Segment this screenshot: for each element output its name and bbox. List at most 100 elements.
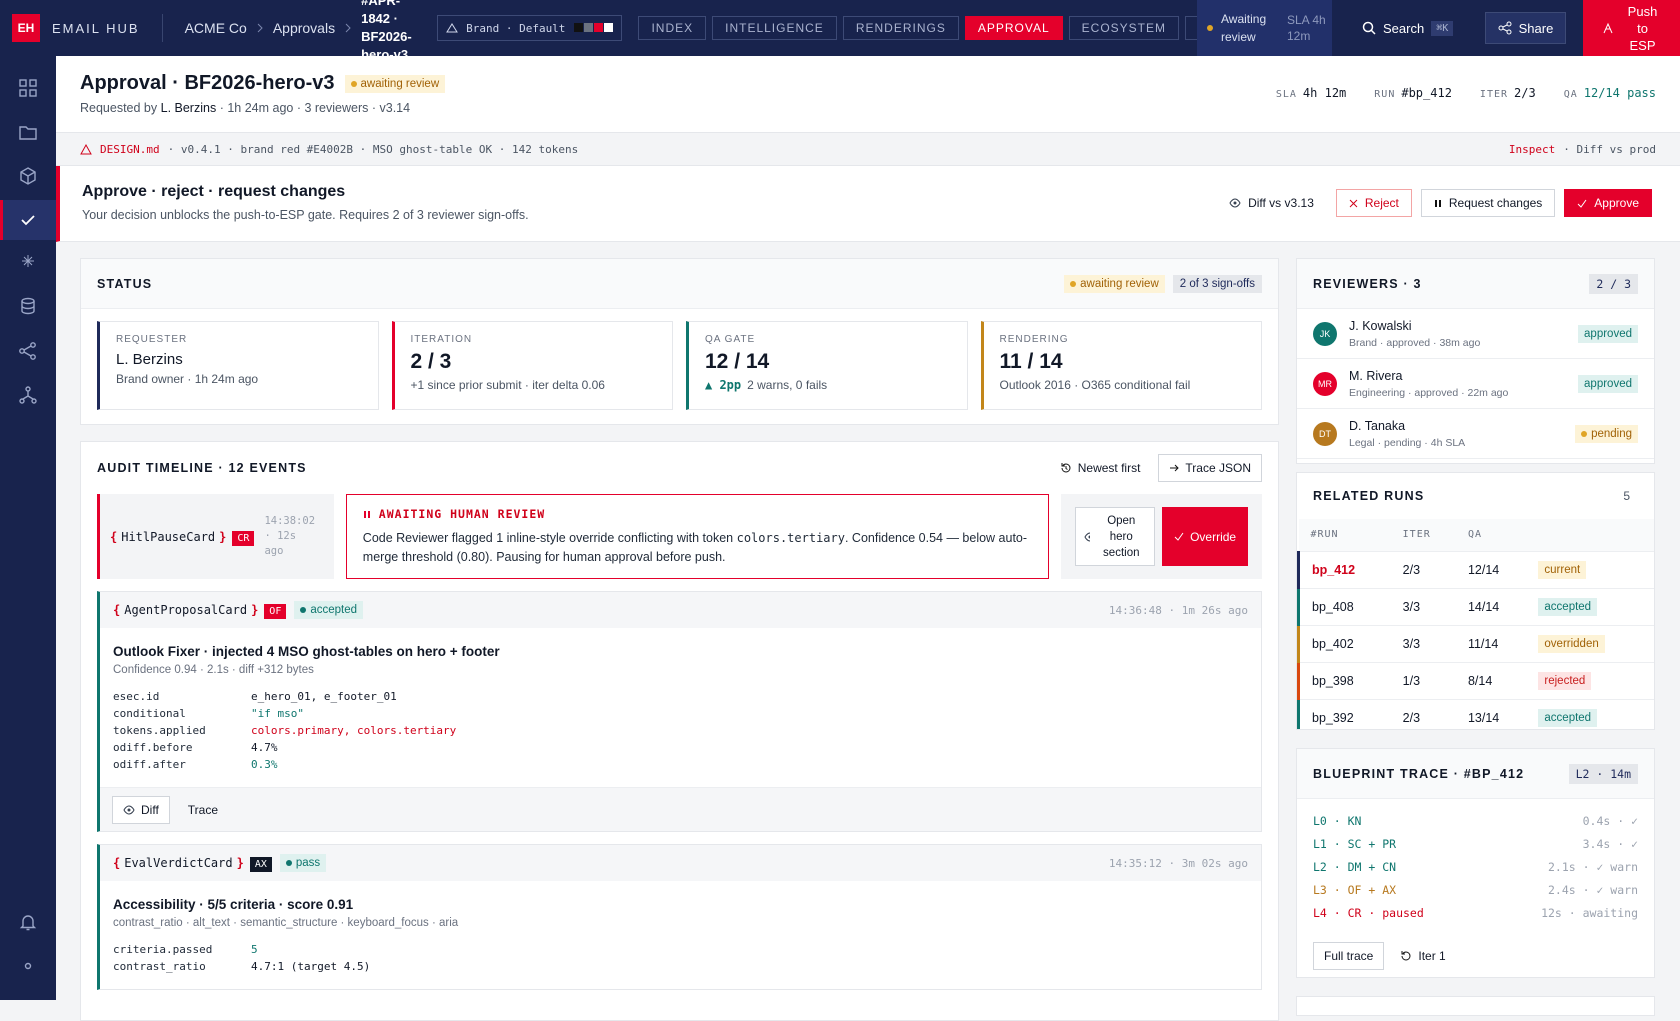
- note-text: 2 warns, 0 fails: [747, 378, 828, 392]
- brand-selector[interactable]: Brand · Default: [437, 15, 623, 41]
- note-text: Outlook 2016 · O365 conditional fail: [999, 378, 1191, 392]
- reviewer-meta: Legal · pending · 4h SLA: [1349, 436, 1466, 449]
- override-button[interactable]: Override: [1162, 507, 1249, 566]
- trace-button[interactable]: Trace JSON: [1158, 454, 1262, 482]
- history-icon: [1401, 951, 1411, 961]
- trace-time: 0.4s · ✓: [1582, 813, 1638, 828]
- cell: 11/14: [1455, 625, 1527, 663]
- arrow-icon: [1170, 464, 1180, 472]
- label: Reject: [1364, 196, 1399, 210]
- cell: 13/14: [1455, 699, 1527, 729]
- fields: criteria.passed 5 contrast_ratio 4.7:1 (tar…: [113, 943, 1248, 973]
- breadcrumb[interactable]: ACME Co: [184, 20, 247, 36]
- run-row[interactable]: bp_398 1/3 8/14 rejected: [1297, 662, 1654, 700]
- diff-button[interactable]: Diff vs v3.13: [1216, 189, 1327, 217]
- inspect-link[interactable]: Inspect: [1508, 142, 1556, 156]
- reviewer: JK J. Kowalski Brand · approved · 38m ago a…: [1297, 309, 1654, 359]
- run-row[interactable]: bp_392 2/3 13/14 accepted: [1297, 699, 1654, 729]
- subtitle: Requested by L. Berzins · 1h 24m ago · 3…: [80, 101, 1656, 115]
- push-button[interactable]: Push to ESP: [1583, 0, 1680, 56]
- sort-button[interactable]: Newest first: [1050, 454, 1151, 482]
- alert-text: Code Reviewer flagged 1 inline-style ove…: [363, 529, 1032, 567]
- full-trace-button[interactable]: Full trace: [1313, 942, 1385, 970]
- cell: 3/3: [1390, 588, 1456, 626]
- code: colors.tertiary: [736, 531, 845, 545]
- nav-icon[interactable]: [18, 166, 38, 186]
- nav-icon[interactable]: [18, 385, 38, 405]
- audit-panel: AUDIT TIMELINE · 12 EVENTS Newest first Tr…: [80, 441, 1279, 1021]
- share-button[interactable]: Share: [1485, 12, 1566, 44]
- nav-tab[interactable]: APPROVAL: [964, 16, 1063, 40]
- diff-link[interactable]: · Diff vs prod: [1563, 142, 1656, 156]
- trace-time: 12s · awaiting: [1541, 905, 1638, 920]
- reject-button[interactable]: Reject: [1335, 189, 1412, 217]
- card-label: {HitlPauseCard} CR: [110, 530, 255, 546]
- text: Code Reviewer flagged 1 inline-style ove…: [362, 531, 737, 545]
- status-pill: approved: [1578, 374, 1638, 393]
- breadcrumb[interactable]: Approvals: [272, 20, 336, 36]
- avatar: MR: [1313, 371, 1337, 396]
- nav-tab[interactable]: ECOSYSTEM: [1068, 16, 1180, 40]
- approve-button[interactable]: Approve: [1564, 189, 1652, 217]
- card-value: 11 / 14: [999, 350, 1063, 373]
- card-label: REQUESTER: [116, 334, 188, 345]
- event-time: 14:36:48 · 1m 26s ago: [1108, 603, 1248, 617]
- notifications[interactable]: [18, 912, 38, 932]
- nav-icon[interactable]: [18, 296, 38, 316]
- cell: bp_398: [1297, 662, 1391, 700]
- card-label: ITERATION: [410, 334, 473, 345]
- field-value: 5: [251, 943, 258, 956]
- card-label: RENDERING: [999, 334, 1069, 345]
- event-body: Outlook Fixer · injected 4 MSO ghost-tab…: [100, 628, 1261, 787]
- cell: accepted: [1526, 588, 1654, 626]
- nav-icon[interactable]: [18, 251, 38, 271]
- nav-icon[interactable]: [18, 210, 38, 230]
- agent-tag: OF: [264, 604, 287, 619]
- iter-button[interactable]: Iter 1: [1390, 942, 1455, 970]
- share-label: Share: [1518, 20, 1554, 36]
- open-button[interactable]: Open hero section: [1075, 507, 1156, 566]
- brand-label: Brand · Default: [466, 21, 566, 35]
- chevron: [257, 23, 263, 33]
- nav-icon[interactable]: [18, 122, 38, 142]
- brace: }: [236, 856, 244, 870]
- decision-bar: Approve · reject · request changes Your …: [56, 166, 1680, 242]
- run-row[interactable]: bp_408 3/3 14/14 accepted: [1297, 588, 1654, 626]
- page-header: Approval · BF2026-hero-v3 awaiting review…: [56, 56, 1680, 132]
- note-text: +1 since prior submit · iter delta 0.06: [410, 378, 605, 392]
- search[interactable]: Search ⌘K: [1362, 0, 1454, 56]
- agent-tag: AX: [249, 857, 272, 872]
- nav-icon[interactable]: [18, 341, 38, 361]
- nav-tab[interactable]: INTELLIGENCE: [712, 16, 837, 40]
- reviewer-list: JK J. Kowalski Brand · approved · 38m ago a…: [1297, 309, 1654, 459]
- cell: bp_402: [1297, 625, 1391, 663]
- field-key: esec.id: [113, 690, 160, 703]
- count-chip: 2 / 3: [1589, 273, 1638, 294]
- nav-icon[interactable]: [18, 78, 38, 98]
- trace-row: L3 · OF + AX 2.4s · ✓ warn: [1313, 878, 1638, 901]
- design-file[interactable]: DESIGN.md: [100, 142, 160, 156]
- nav-tab[interactable]: RENDERINGS: [842, 16, 959, 40]
- header-stat: QA 12/14 pass: [1564, 86, 1656, 101]
- panel-header: AUDIT TIMELINE · 12 EVENTS Newest first Tr…: [81, 442, 1278, 494]
- diff-button[interactable]: Diff: [112, 795, 170, 824]
- agent-tag: CR: [232, 530, 255, 546]
- trace-step: L4 · CR · paused: [1313, 905, 1424, 920]
- trace-panel: BLUEPRINT TRACE · #BP_412 L2 · 14m L0 · K…: [1296, 748, 1655, 978]
- event-time: 14:35:12 · 3m 02s ago: [1108, 856, 1248, 870]
- trace-row: L4 · CR · paused 12s · awaiting: [1313, 901, 1638, 924]
- trace-button[interactable]: Trace: [187, 802, 219, 817]
- event-footer: Diff Trace: [100, 787, 1261, 831]
- run-row[interactable]: bp_402 3/3 11/14 overridden: [1297, 625, 1654, 663]
- panel-title: RELATED RUNS: [1313, 489, 1425, 503]
- card-name: EvalVerdictCard: [124, 856, 233, 870]
- cell: overridden: [1526, 625, 1654, 663]
- field-value: 4.7:1 (target 4.5): [251, 960, 371, 973]
- nav-tab[interactable]: INDEX: [638, 16, 707, 40]
- trace-step: L0 · KN: [1313, 813, 1362, 828]
- request-changes-button[interactable]: Request changes: [1420, 189, 1556, 217]
- run-row[interactable]: bp_412 2/3 12/14 current: [1297, 551, 1654, 589]
- stat-label: ITER: [1479, 89, 1509, 100]
- panel-header: STATUS awaiting review 2 of 3 sign-offs: [81, 259, 1278, 309]
- cell: bp_412: [1297, 551, 1391, 589]
